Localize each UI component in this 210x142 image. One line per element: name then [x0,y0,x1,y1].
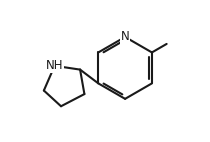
Text: N: N [121,31,130,43]
Text: NH: NH [46,59,63,72]
